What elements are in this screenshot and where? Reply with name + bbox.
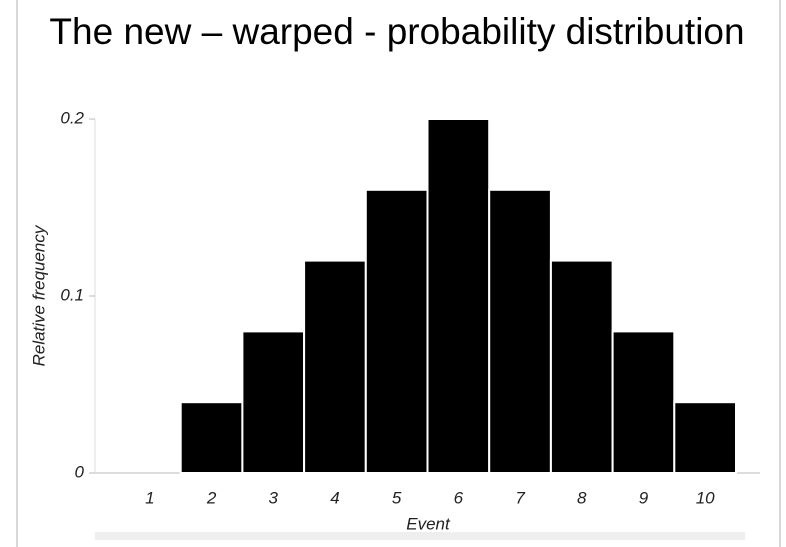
x-tick-label: 4: [330, 488, 339, 507]
bar: [488, 188, 552, 475]
y-tick-label: 0.1: [60, 285, 84, 304]
x-tick-label: 9: [639, 488, 649, 507]
x-tick-label: 5: [392, 488, 402, 507]
bar: [673, 401, 737, 475]
bar: [364, 188, 429, 475]
bar: [611, 330, 676, 474]
x-tick-label: 10: [696, 488, 715, 507]
chart-title: The new – warped - probability distribut…: [49, 11, 744, 52]
x-tick-label: 1: [145, 488, 154, 507]
bar: [426, 118, 491, 474]
x-tick-label: 8: [577, 488, 587, 507]
x-tick-label: 6: [454, 488, 464, 507]
y-tick-label: 0: [75, 462, 85, 481]
x-tick-label: 7: [515, 488, 525, 507]
y-axis-label: Relative frequency: [29, 224, 48, 366]
bar: [179, 401, 244, 475]
y-tick-label: 0.2: [60, 108, 84, 127]
x-tick-label: 3: [269, 488, 279, 507]
bar: [303, 259, 367, 474]
x-tick-label: 2: [206, 488, 217, 507]
bar: [549, 259, 614, 474]
bottom-shadow: [95, 532, 745, 540]
x-axis-label: Event: [406, 514, 451, 533]
bar: [241, 330, 306, 474]
